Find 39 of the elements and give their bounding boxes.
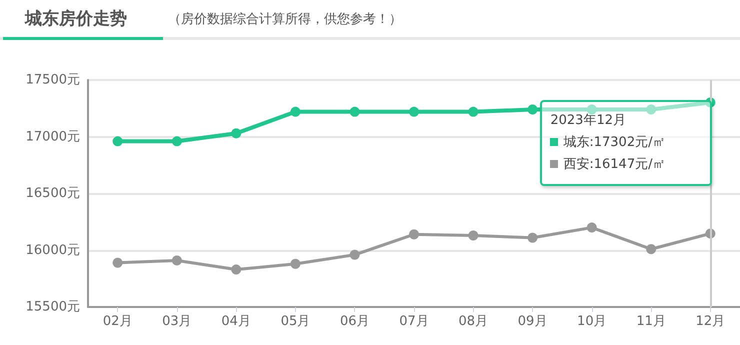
point bbox=[350, 250, 360, 260]
annotation: 2023年12月 bbox=[550, 112, 627, 130]
x-tick-label: 08月 bbox=[458, 314, 488, 329]
x-tick-label: 03月 bbox=[162, 314, 192, 329]
x-tick-label: 05月 bbox=[280, 314, 310, 329]
point bbox=[172, 255, 182, 266]
point bbox=[586, 222, 597, 233]
point bbox=[290, 258, 300, 269]
point bbox=[528, 232, 538, 243]
y-tick-label: 17000元 bbox=[26, 129, 80, 144]
tooltip-box: 2023年12月 城东:17302元/㎡ 西安:16147元/㎡ bbox=[540, 100, 712, 186]
x-tick-label: 06月 bbox=[340, 314, 370, 329]
x-tick-label: 04月 bbox=[221, 314, 251, 329]
chart-title: 城东房价走势 bbox=[25, 8, 127, 30]
x-tick-label: 10月 bbox=[577, 314, 607, 329]
y-tick-label: 16500元 bbox=[26, 186, 80, 201]
point bbox=[231, 264, 242, 275]
point bbox=[528, 104, 538, 115]
point bbox=[112, 258, 123, 268]
x-tick-label: 11月 bbox=[636, 314, 666, 329]
point bbox=[646, 104, 656, 115]
point bbox=[112, 136, 123, 146]
chart-subtitle: （房价数据综合计算所得，供您参考！） bbox=[168, 11, 402, 28]
y-tick-label: 17500元 bbox=[26, 72, 80, 88]
point bbox=[468, 230, 478, 240]
y-tick-label: 16000元 bbox=[26, 242, 80, 258]
x-tick-label: 02月 bbox=[102, 314, 132, 329]
point bbox=[231, 128, 242, 138]
point bbox=[350, 106, 360, 117]
point bbox=[409, 106, 419, 117]
x-tick-label: 12月 bbox=[696, 314, 726, 329]
y-tick-label: 15500元 bbox=[26, 300, 80, 314]
x-tick-label: 07月 bbox=[399, 314, 429, 329]
point bbox=[468, 106, 478, 117]
point bbox=[646, 244, 656, 254]
point bbox=[409, 229, 419, 240]
point bbox=[172, 136, 182, 146]
point bbox=[290, 106, 300, 117]
x-tick-label: 09月 bbox=[518, 314, 548, 329]
